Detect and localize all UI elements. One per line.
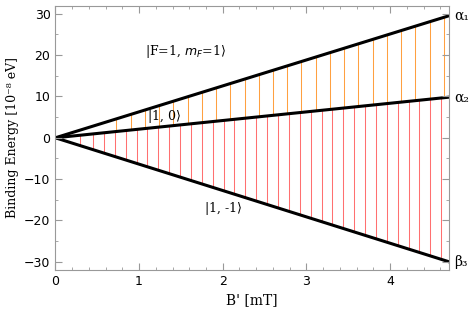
Text: |F=1, $m_F$=1$\rangle$: |F=1, $m_F$=1$\rangle$: [145, 43, 226, 59]
Y-axis label: Binding Energy [10⁻⁸ eV]: Binding Energy [10⁻⁸ eV]: [6, 57, 18, 218]
Text: α₁: α₁: [454, 9, 469, 23]
Text: |1, 0$\rangle$: |1, 0$\rangle$: [147, 108, 181, 125]
X-axis label: B' [mT]: B' [mT]: [226, 294, 278, 307]
Text: β₃: β₃: [454, 255, 467, 269]
Text: |1, -1$\rangle$: |1, -1$\rangle$: [204, 200, 242, 217]
Text: α₂: α₂: [454, 90, 469, 104]
